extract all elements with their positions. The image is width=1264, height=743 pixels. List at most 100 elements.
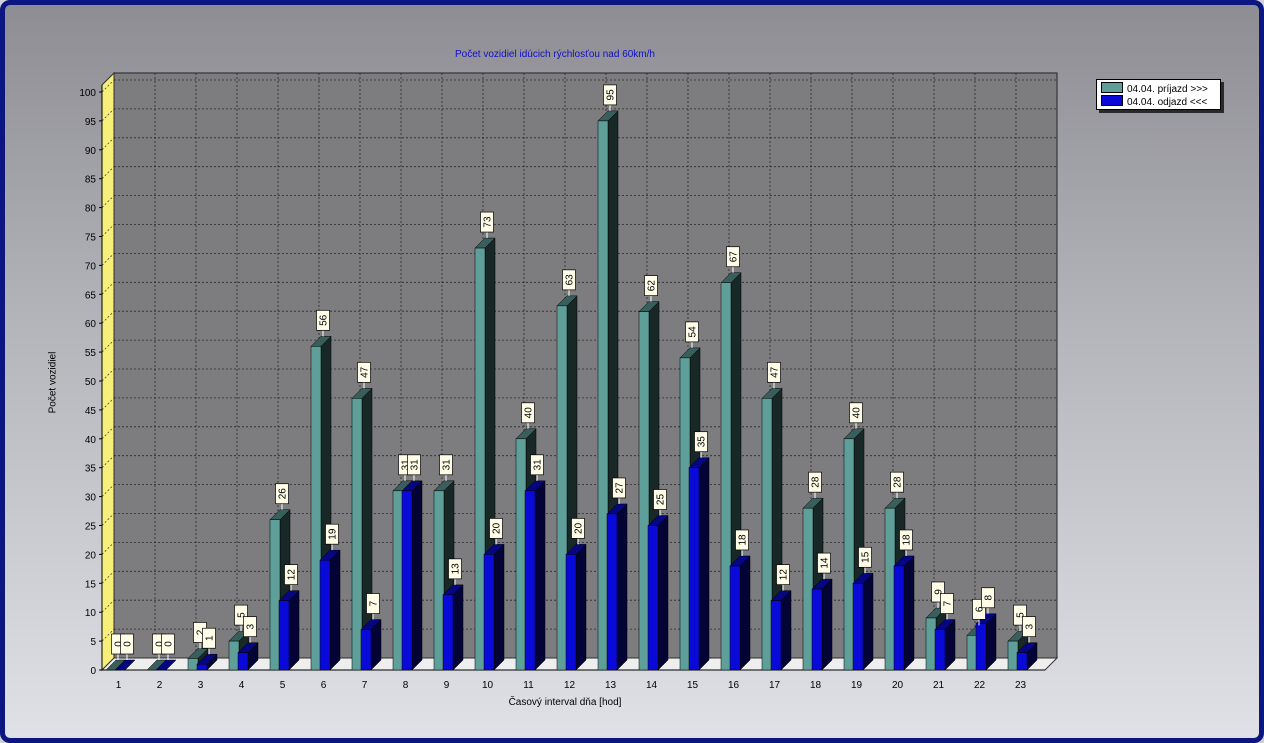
bar-arrivals <box>433 490 445 671</box>
bar-arrivals <box>310 346 322 671</box>
y-tick-label: 80 <box>85 204 97 215</box>
data-label-arrivals: 2 <box>196 629 207 635</box>
x-tick-label: 22 <box>974 680 986 691</box>
data-label-departures-box <box>448 558 462 580</box>
data-label-departures-box <box>489 518 503 539</box>
x-tick-label: 6 <box>321 680 327 691</box>
grid-line-side <box>101 571 115 584</box>
y-tick-label: 5 <box>90 637 96 648</box>
bar-departures <box>360 629 372 671</box>
data-label-departures-box <box>325 523 339 545</box>
data-label-departures: 7 <box>943 600 954 606</box>
x-tick-label: 20 <box>892 680 904 691</box>
bar-departures <box>647 525 659 671</box>
bar-departures <box>565 554 577 671</box>
data-label-departures-box <box>120 633 134 655</box>
bar-departures <box>688 467 700 671</box>
data-label-departures-box <box>858 546 872 568</box>
data-label-arrivals-box <box>603 84 617 106</box>
data-label-arrivals-box <box>562 269 576 291</box>
grid-line-side <box>101 224 115 237</box>
data-label-departures: 14 <box>820 557 831 569</box>
legend-item-departures: 04.04. odjazd <<< <box>1101 95 1207 108</box>
data-label-departures: 19 <box>328 528 339 540</box>
y-tick-label: 40 <box>85 435 97 446</box>
data-label-arrivals: 28 <box>893 476 904 488</box>
x-tick-label: 17 <box>769 680 781 691</box>
data-label-arrivals-box <box>808 471 822 493</box>
bar-departures-side <box>288 590 300 671</box>
data-label-departures: 7 <box>369 600 380 606</box>
bar-departures <box>237 652 249 671</box>
x-tick-label: 3 <box>198 680 204 691</box>
x-tick-label: 13 <box>605 680 617 691</box>
data-label-arrivals-box <box>316 309 330 331</box>
data-label-departures: 35 <box>697 436 708 448</box>
y-axis-label: Počet vozidiel <box>47 351 59 414</box>
y-tick-label: 75 <box>85 233 97 244</box>
y-tick-label: 35 <box>85 464 97 475</box>
bar-departures-side <box>452 584 464 671</box>
y-tick-label: 65 <box>85 290 97 301</box>
x-tick-label: 1 <box>116 680 122 691</box>
data-label-arrivals: 73 <box>483 216 494 228</box>
y-tick-label: 15 <box>85 579 97 590</box>
plot-left-wall <box>101 71 115 672</box>
data-label-departures-box <box>1022 616 1036 638</box>
data-label-departures-box <box>899 529 913 551</box>
bar-departures-side <box>493 543 505 671</box>
data-label-arrivals-box <box>275 483 289 505</box>
bar-departures <box>278 600 290 671</box>
bar-departures <box>770 600 782 671</box>
y-tick-label: 10 <box>85 608 97 619</box>
data-label-arrivals: 0 <box>114 641 125 647</box>
data-label-arrivals: 67 <box>729 251 740 263</box>
data-label-arrivals: 47 <box>770 366 781 378</box>
x-axis-label: Časový interval dňa [hod] <box>508 697 622 708</box>
data-label-departures-box <box>202 627 216 649</box>
bar-arrivals <box>638 311 650 671</box>
bar-arrivals <box>884 507 896 671</box>
bar-arrivals <box>720 282 732 671</box>
data-label-departures: 8 <box>984 595 995 601</box>
bar-departures-top <box>114 659 136 671</box>
data-label-arrivals: 31 <box>442 459 453 471</box>
bar-departures <box>975 623 987 671</box>
data-label-departures: 0 <box>123 641 134 647</box>
y-tick-label: 95 <box>85 117 97 128</box>
bar-departures <box>524 490 536 671</box>
grid-line-side <box>101 628 115 642</box>
grid-line-side <box>101 195 115 208</box>
bar-arrivals <box>966 635 978 671</box>
grid-line-side <box>101 426 115 440</box>
grid-line-side <box>101 339 115 353</box>
bar-arrivals <box>597 120 609 671</box>
grid-line-side <box>101 282 115 295</box>
x-tick-label: 16 <box>728 680 740 691</box>
chart-legend: 04.04. príjazd >>> 04.04. odjazd <<< <box>1096 79 1221 110</box>
data-label-departures: 12 <box>779 569 790 581</box>
y-tick-label: 20 <box>85 550 97 561</box>
data-label-departures-box <box>284 564 298 585</box>
bar-arrivals <box>556 305 568 671</box>
x-tick-label: 15 <box>687 680 699 691</box>
grid-line-side <box>101 513 115 526</box>
bar-departures-top <box>155 659 177 671</box>
grid-line-side <box>101 137 115 151</box>
data-label-departures: 15 <box>861 551 872 563</box>
data-label-arrivals: 40 <box>524 407 535 419</box>
data-label-arrivals-box <box>726 246 740 268</box>
y-tick-label: 45 <box>85 406 97 417</box>
data-label-arrivals: 31 <box>401 459 412 471</box>
y-tick-label: 90 <box>85 146 97 157</box>
bar-departures <box>893 565 905 671</box>
data-label-departures-box <box>243 616 257 638</box>
x-tick-label: 19 <box>851 680 863 691</box>
grid-line-side <box>101 368 115 382</box>
x-tick-label: 8 <box>403 680 409 691</box>
data-label-arrivals: 95 <box>606 89 617 101</box>
bar-departures <box>729 565 741 671</box>
x-tick-label: 11 <box>523 680 534 691</box>
y-tick-label: 85 <box>85 175 97 186</box>
grid-line-side <box>101 108 115 122</box>
